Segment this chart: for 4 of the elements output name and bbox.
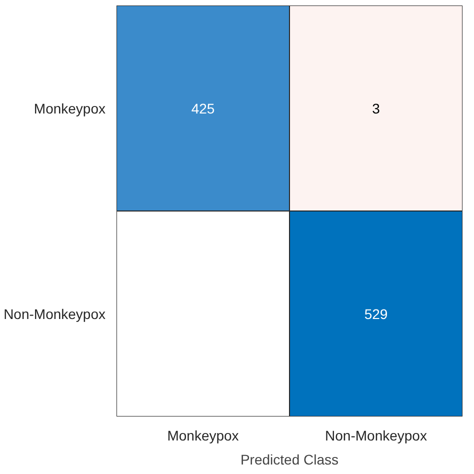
data-label: 3 <box>372 100 380 116</box>
data-label: 529 <box>364 306 388 322</box>
x-axis-title: Predicted Class <box>240 452 339 468</box>
data-label: 425 <box>191 100 215 116</box>
